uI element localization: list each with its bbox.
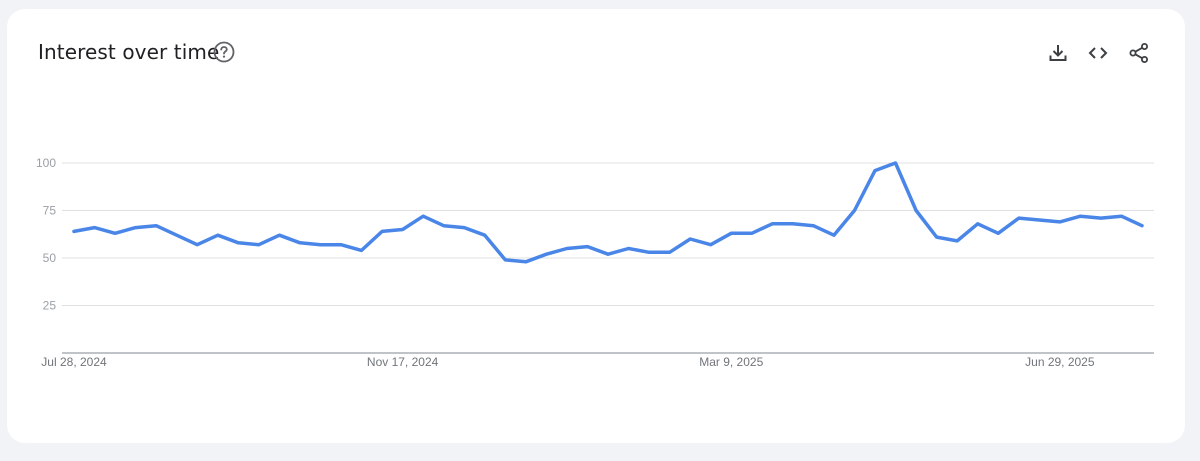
data-point: [340, 243, 343, 246]
data-point: [360, 249, 363, 252]
data-point: [956, 239, 959, 242]
y-tick-label: 75: [43, 204, 57, 218]
data-point: [93, 226, 96, 229]
data-point: [545, 253, 548, 256]
data-point: [853, 209, 856, 212]
data-point: [1120, 215, 1123, 218]
data-point: [134, 226, 137, 229]
data-point: [463, 226, 466, 229]
data-point: [894, 162, 897, 165]
data-point: [997, 232, 1000, 235]
data-point: [175, 234, 178, 237]
x-tick-label: Jul 28, 2024: [41, 355, 107, 369]
data-point: [257, 243, 260, 246]
download-button[interactable]: [1047, 42, 1069, 64]
data-point: [976, 222, 979, 225]
data-point: [1038, 219, 1041, 222]
data-point: [422, 215, 425, 218]
y-tick-label: 100: [36, 156, 56, 170]
data-point: [381, 230, 384, 233]
data-point: [791, 222, 794, 225]
data-point: [648, 251, 651, 254]
data-point: [1017, 217, 1020, 220]
data-point: [155, 224, 158, 227]
data-point: [1099, 217, 1102, 220]
data-point: [607, 253, 610, 256]
data-point: [750, 232, 753, 235]
data-point: [709, 243, 712, 246]
data-point: [73, 230, 76, 233]
y-tick-label: 50: [43, 251, 57, 265]
data-point: [832, 234, 835, 237]
data-point: [442, 224, 445, 227]
data-point: [504, 258, 507, 261]
data-point: [668, 251, 671, 254]
data-point: [1141, 224, 1144, 227]
data-point: [114, 232, 117, 235]
data-point: [565, 247, 568, 250]
share-icon: [1129, 43, 1148, 63]
data-point: [319, 243, 322, 246]
x-tick-label: Jun 29, 2025: [1025, 355, 1095, 369]
code-icon: [1088, 47, 1108, 59]
y-tick-label: 25: [43, 299, 57, 313]
data-point: [196, 243, 199, 246]
data-point: [483, 234, 486, 237]
data-point: [935, 236, 938, 239]
data-point: [915, 209, 918, 212]
data-point: [1058, 220, 1061, 223]
data-point: [874, 169, 877, 172]
data-point: [278, 234, 281, 237]
data-point: [771, 222, 774, 225]
data-point: [627, 247, 630, 250]
data-point: [586, 245, 589, 248]
data-point: [524, 260, 527, 263]
data-point: [401, 228, 404, 231]
data-point: [689, 238, 692, 241]
embed-button[interactable]: [1087, 42, 1109, 64]
data-point: [237, 241, 240, 244]
data-point: [812, 224, 815, 227]
x-tick-label: Nov 17, 2024: [367, 355, 439, 369]
share-button[interactable]: [1128, 42, 1150, 64]
x-tick-label: Mar 9, 2025: [699, 355, 763, 369]
data-point: [216, 234, 219, 237]
download-icon: [1049, 45, 1067, 61]
help-circle-icon[interactable]: [213, 41, 235, 63]
data-point: [730, 232, 733, 235]
data-point: [1079, 215, 1082, 218]
data-point: [298, 241, 301, 244]
card-title: Interest over time: [38, 40, 220, 64]
series-line: [72, 161, 1144, 264]
interest-over-time-card: Interest over time: [7, 9, 1185, 443]
